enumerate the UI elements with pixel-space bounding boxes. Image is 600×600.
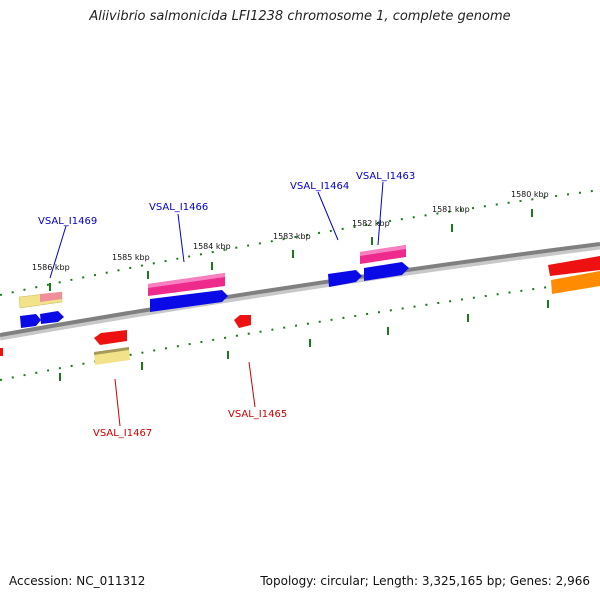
forward-outer-features [18, 245, 600, 309]
tick-label: 1585 kbp [112, 253, 150, 262]
cds-feature [150, 290, 228, 312]
tick-label: 1580 kbp [511, 190, 549, 199]
gene-label-vsal-i1463: VSAL_I1463 [356, 171, 415, 182]
leader-line [317, 191, 339, 241]
gene-label-vsal-i1466: VSAL_I1466 [149, 202, 208, 213]
cds-feature [94, 347, 129, 355]
leader-line [377, 181, 384, 246]
gene-label-vsal-i1464: VSAL_I1464 [290, 181, 349, 192]
inner-tick-ring [0, 279, 600, 381]
cds-feature [328, 270, 362, 287]
tick-label: 1582 kbp [352, 219, 390, 228]
genome-summary-text: Topology: circular; Length: 3,325,165 bp… [260, 574, 590, 588]
cds-feature [360, 245, 406, 256]
cds-feature [94, 330, 127, 345]
inner-major-ticks [59, 300, 549, 381]
backbone-shadow [0, 244, 600, 341]
forward-inner-features [20, 262, 600, 328]
leader-line [49, 225, 67, 279]
cds-feature [551, 271, 600, 294]
cds-feature [548, 256, 600, 276]
gene-label-vsal-i1467: VSAL_I1467 [93, 428, 152, 439]
outer-major-ticks [49, 209, 533, 291]
reverse-features [0, 315, 251, 365]
map-title: Aliivibrio salmonicida LFI1238 chromosom… [89, 9, 511, 24]
cds-feature [40, 292, 62, 302]
label-leaders [49, 181, 384, 427]
outer-tick-ring [0, 189, 600, 296]
backbone [0, 242, 600, 337]
accession-text: Accession: NC_011312 [9, 574, 146, 588]
cds-feature [20, 314, 41, 328]
tick-label: 1581 kbp [432, 205, 470, 214]
cds-feature [234, 315, 251, 328]
tick-label: 1586 kbp [32, 263, 70, 272]
cds-feature [148, 273, 225, 288]
leader-line [248, 361, 256, 408]
gene-label-vsal-i1469: VSAL_I1469 [38, 216, 97, 227]
tick-label: 1583 kbp [273, 232, 311, 241]
leader-line [177, 213, 185, 263]
tick-label: 1584 kbp [193, 242, 231, 251]
cds-feature [364, 262, 409, 281]
leader-line [114, 378, 121, 427]
cds-feature [40, 311, 64, 324]
gene-label-vsal-i1465: VSAL_I1465 [228, 409, 287, 420]
cds-feature [0, 348, 3, 356]
